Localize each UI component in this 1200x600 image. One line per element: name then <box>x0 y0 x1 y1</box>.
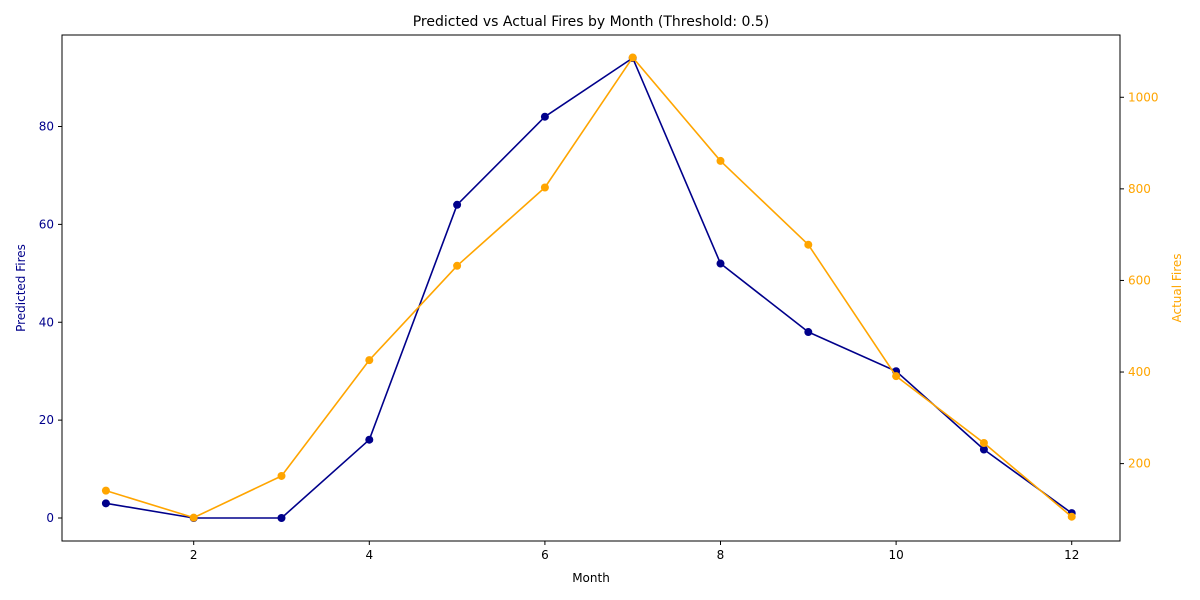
chart-title: Predicted vs Actual Fires by Month (Thre… <box>413 14 770 30</box>
data-point-predicted-6 <box>540 112 549 121</box>
right-tick-label-800: 800 <box>1128 182 1151 196</box>
data-point-actual-10 <box>892 372 901 381</box>
x-tick-label-10: 10 <box>888 548 903 562</box>
right-tick-label-200: 200 <box>1128 457 1151 471</box>
data-point-actual-5 <box>453 261 462 270</box>
data-point-predicted-11 <box>979 445 988 454</box>
right-tick-label-1000: 1000 <box>1128 90 1159 104</box>
data-point-actual-3 <box>277 471 286 480</box>
data-point-actual-7 <box>628 53 637 62</box>
axes-layer: 2 4 6 8 10 12 0 20 40 60 80 200 400 600 800 1000 <box>39 34 1159 562</box>
right-tick-label-400: 400 <box>1128 365 1151 379</box>
data-point-predicted-8 <box>716 259 725 268</box>
data-point-actual-6 <box>540 183 549 192</box>
x-tick-label-2: 2 <box>190 548 198 562</box>
plot-layer <box>101 53 1076 522</box>
data-point-predicted-9 <box>804 328 813 337</box>
plot-frame <box>61 34 1121 542</box>
x-tick-label-8: 8 <box>717 548 725 562</box>
data-point-predicted-4 <box>365 435 374 444</box>
x-axis-label: Month <box>572 571 610 585</box>
right-tick-label-600: 600 <box>1128 273 1151 287</box>
right-axis-label: Actual Fires <box>1170 253 1184 322</box>
data-point-predicted-5 <box>453 200 462 209</box>
data-point-predicted-3 <box>277 514 286 522</box>
x-tick-label-12: 12 <box>1064 548 1079 562</box>
data-point-actual-1 <box>101 486 110 495</box>
x-tick-label-6: 6 <box>541 548 549 562</box>
x-tick-label-4: 4 <box>365 548 373 562</box>
data-point-actual-9 <box>804 240 813 249</box>
left-tick-label-40: 40 <box>39 315 54 329</box>
left-axis-label: Predicted Fires <box>14 244 28 332</box>
left-tick-label-60: 60 <box>39 217 54 231</box>
data-point-actual-11 <box>979 439 988 448</box>
left-tick-label-0: 0 <box>46 511 54 525</box>
series-line-actual <box>105 56 1073 519</box>
data-point-predicted-1 <box>101 499 110 508</box>
data-point-actual-8 <box>716 156 725 165</box>
data-point-actual-4 <box>365 356 374 365</box>
data-point-actual-12 <box>1067 512 1076 521</box>
data-point-actual-2 <box>189 513 198 522</box>
left-tick-label-20: 20 <box>39 413 54 427</box>
series-line-predicted <box>105 57 1073 519</box>
left-tick-label-80: 80 <box>39 120 54 134</box>
